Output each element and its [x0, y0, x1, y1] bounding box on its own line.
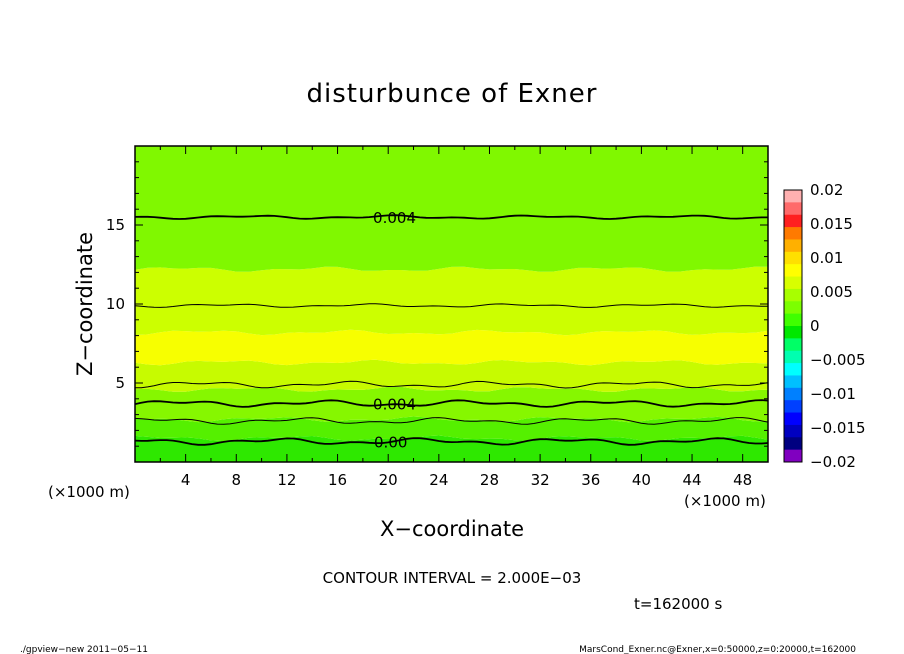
contour-label: 0.004: [373, 209, 416, 227]
contour-line: [134, 437, 769, 446]
x-tick-label: 36: [581, 471, 600, 489]
x-tick-label: 44: [682, 471, 701, 489]
contour-interval-text: CONTOUR INTERVAL = 2.000E−03: [323, 569, 582, 587]
contour-label: 0.004: [373, 396, 416, 414]
time-label: t=162000 s: [634, 595, 722, 613]
colorbar-swatch: [784, 338, 802, 352]
x-unit-right: (×1000 m): [684, 492, 766, 510]
colorbar-swatch: [784, 400, 802, 414]
colorbar-swatch: [784, 437, 802, 451]
heatmap-field: [135, 146, 768, 462]
x-tick-label: 20: [379, 471, 398, 489]
y-tick-label: 15: [106, 216, 125, 234]
colorbar-swatch: [784, 313, 802, 327]
color-band: [135, 359, 768, 392]
colorbar-swatch: [784, 288, 802, 302]
x-unit-left: (×1000 m): [48, 483, 130, 501]
footer-left: ./gpview−new 2011−05−11: [20, 645, 148, 654]
colorbar-swatch: [784, 276, 802, 290]
x-tick-label: 4: [181, 471, 191, 489]
colorbar-swatch: [784, 326, 802, 339]
colorbar-swatch: [784, 375, 802, 389]
colorbar-swatch: [784, 264, 802, 278]
contour-line: [134, 417, 769, 425]
x-tick-label: 8: [232, 471, 242, 489]
colorbar-frame: [783, 189, 803, 463]
colorbar-swatch: [784, 251, 802, 265]
chart-title: disturbunce of Exner: [307, 79, 598, 109]
color-band: [135, 266, 768, 336]
colorbar-label: 0.005: [810, 283, 853, 301]
colorbar-label: −0.015: [810, 419, 866, 437]
x-axis-ticks: 4 8 12 16 20 24 28 32 36 40 44 48: [134, 146, 769, 489]
x-tick-label: 12: [277, 471, 296, 489]
colorbar-label: −0.01: [810, 385, 856, 403]
x-tick-label: 28: [480, 471, 499, 489]
footer-right: MarsCond_Exner.nc@Exner,x=0:50000,z=0:20…: [579, 645, 856, 654]
contour-label: 0.00: [374, 433, 407, 451]
x-tick-label: 48: [733, 471, 752, 489]
colorbar: 0.02 0.015 0.01 0.005 0 −0.005 −0.01 −0.015 −0.0…: [783, 181, 866, 471]
x-tick-label: 40: [632, 471, 651, 489]
colorbar-swatch: [784, 214, 802, 228]
y-tick-label: 10: [106, 295, 125, 313]
x-tick-label: 24: [429, 471, 448, 489]
x-tick-label: 32: [531, 471, 550, 489]
colorbar-swatch: [784, 350, 802, 364]
colorbar-label: −0.02: [810, 453, 856, 471]
contour-line: [134, 303, 768, 308]
y-axis-label: Z−coordinate: [73, 232, 97, 376]
contour-line: [134, 399, 769, 408]
colorbar-label: 0.01: [810, 249, 843, 267]
x-tick-label: 16: [328, 471, 347, 489]
color-band: [135, 329, 768, 366]
colorbar-swatch: [784, 424, 802, 438]
colorbar-label: 0: [810, 317, 820, 335]
colorbar-label: −0.005: [810, 351, 866, 369]
colorbar-swatch: [784, 190, 802, 203]
colorbar-label: 0.015: [810, 215, 853, 233]
contour-line: [134, 380, 769, 389]
color-band: [135, 386, 768, 423]
colorbar-swatch: [784, 202, 802, 216]
colorbar-swatch: [784, 387, 802, 401]
y-axis-ticks: 5 10 15: [106, 145, 768, 463]
colorbar-swatch: [784, 449, 802, 463]
colorbar-label: 0.02: [810, 181, 843, 199]
colorbar-swatch: [784, 363, 802, 376]
color-band: [135, 146, 768, 272]
colorbar-swatch: [784, 227, 802, 240]
x-axis-label: X−coordinate: [380, 517, 524, 541]
contour-line: [134, 214, 768, 220]
contour-lines: 0.004 0.004 0.00: [134, 209, 769, 451]
color-band: [135, 416, 768, 442]
colorbar-swatch: [784, 301, 802, 315]
colorbar-swatch: [784, 239, 802, 253]
y-tick-label: 5: [115, 374, 125, 392]
colorbar-swatch: [784, 412, 802, 426]
